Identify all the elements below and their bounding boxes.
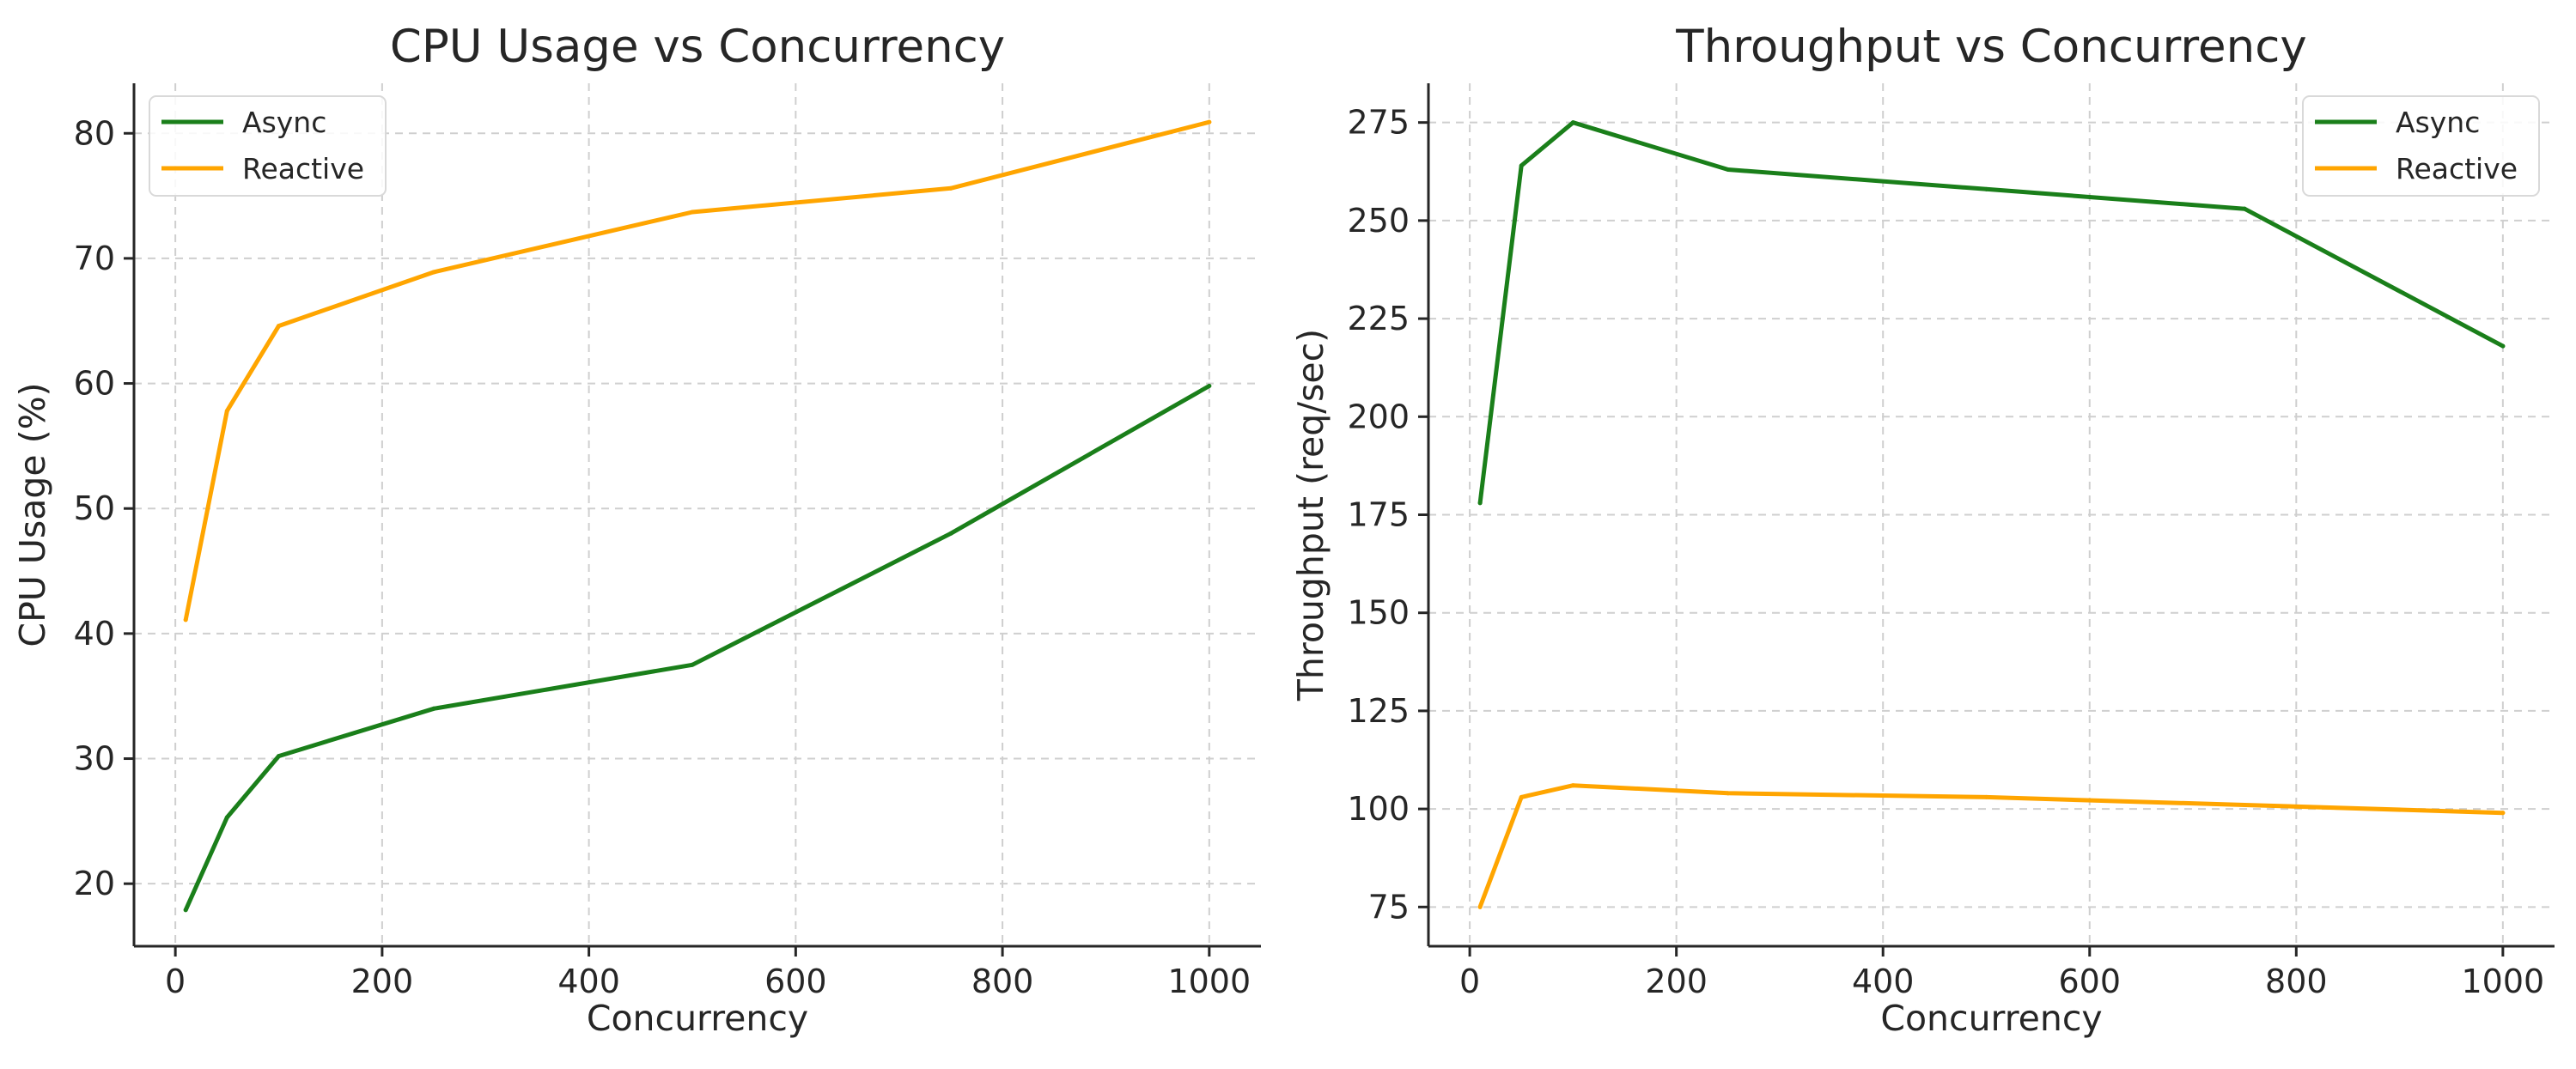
data-point-reactive (948, 185, 953, 191)
data-point-reactive (1726, 791, 1731, 796)
series-line-reactive (183, 119, 1212, 623)
x-tick-label: 800 (2265, 963, 2328, 1000)
y-axis-label: Throughput (req/sec) (1290, 329, 1331, 702)
data-point-reactive (1570, 783, 1575, 788)
data-point-async (183, 908, 188, 913)
legend: Async Reactive (149, 95, 387, 197)
x-tick-label: 600 (764, 963, 827, 1000)
data-point-async (1726, 167, 1731, 172)
y-tick-label: 50 (74, 489, 115, 527)
y-tick-label: 80 (74, 114, 115, 152)
data-point-reactive (1207, 119, 1212, 125)
x-tick-label: 0 (165, 963, 186, 1000)
legend-label-reactive: Reactive (2396, 152, 2518, 185)
chart-title: CPU Usage vs Concurrency (390, 21, 1005, 73)
data-point-async (2242, 206, 2247, 211)
y-tick-label: 225 (1347, 300, 1410, 337)
y-tick-label: 70 (74, 240, 115, 277)
x-tick-label: 1000 (1167, 963, 1251, 1000)
data-point-async (1477, 501, 1483, 506)
data-point-reactive (1983, 794, 1988, 799)
y-tick-label: 60 (74, 365, 115, 403)
x-tick-label: 200 (351, 963, 414, 1000)
data-point-async (948, 531, 953, 536)
data-point-reactive (183, 617, 188, 623)
x-tick-label: 600 (2058, 963, 2121, 1000)
y-axis-label: CPU Usage (%) (12, 382, 53, 647)
legend: Async Reactive (2302, 95, 2540, 197)
x-axis-label: Concurrency (1880, 998, 2102, 1039)
data-point-async (224, 815, 229, 820)
x-tick-label: 400 (557, 963, 620, 1000)
data-point-async (1983, 186, 1988, 191)
cpu-usage-chart: 0 200 400 600 800 1000 20 30 40 50 60 70 80 CPU Usage… (12, 21, 1261, 1039)
legend-label-async: Async (242, 106, 326, 139)
y-tick-label: 20 (74, 865, 115, 902)
data-point-reactive (690, 210, 695, 215)
y-tick-label: 200 (1347, 398, 1410, 435)
data-point-async (1519, 163, 1524, 168)
x-tick-label: 800 (971, 963, 1034, 1000)
data-point-async (277, 754, 282, 759)
data-point-reactive (1519, 794, 1524, 799)
data-point-async (690, 662, 695, 667)
x-tick-label: 1000 (2462, 963, 2545, 1000)
y-tick-label: 100 (1347, 790, 1410, 828)
y-tick-label: 175 (1347, 496, 1410, 534)
series-line-reactive (1477, 783, 2506, 909)
x-tick-label: 200 (1645, 963, 1708, 1000)
data-point-reactive (277, 324, 282, 329)
data-point-async (431, 706, 436, 711)
y-tick-label: 275 (1347, 104, 1410, 142)
data-point-async (1207, 383, 1212, 388)
y-tick-label: 125 (1347, 692, 1410, 730)
data-point-async (2500, 343, 2506, 349)
x-tick-label: 0 (1459, 963, 1480, 1000)
series-line-async (183, 384, 1212, 913)
data-point-reactive (2242, 803, 2247, 808)
data-point-reactive (2500, 811, 2506, 816)
data-point-reactive (1477, 904, 1483, 909)
x-axis-label: Concurrency (587, 998, 808, 1039)
y-tick-label: 250 (1347, 202, 1410, 240)
y-tick-label: 150 (1347, 594, 1410, 632)
x-tick-label: 400 (1852, 963, 1915, 1000)
legend-label-reactive: Reactive (242, 152, 364, 185)
data-point-async (1570, 120, 1575, 125)
chart-title: Throughput vs Concurrency (1675, 21, 2306, 73)
legend-label-async: Async (2396, 106, 2480, 139)
y-tick-label: 30 (74, 740, 115, 778)
data-point-reactive (224, 409, 229, 414)
throughput-chart: 0 200 400 600 800 1000 75 100 125 150 175 200 225 250… (1290, 21, 2555, 1039)
data-point-reactive (431, 270, 436, 275)
y-tick-label: 75 (1368, 888, 1410, 926)
y-tick-label: 40 (74, 615, 115, 653)
